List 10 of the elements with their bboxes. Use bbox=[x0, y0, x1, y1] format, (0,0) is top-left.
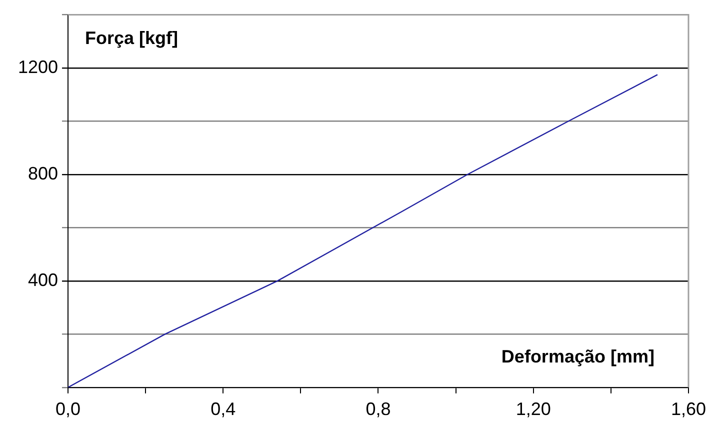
x-axis-title: Deformação [mm] bbox=[501, 346, 654, 366]
x-tick-label: 0,8 bbox=[366, 399, 391, 420]
x-tick-label: 1,60 bbox=[670, 399, 706, 420]
x-tick-label: 0,0 bbox=[55, 399, 81, 420]
x-tick-label: 0,4 bbox=[210, 399, 236, 420]
y-tick-label: 800 bbox=[28, 163, 58, 184]
y-tick-label: 400 bbox=[28, 270, 58, 290]
y-axis-title: Força [kgf] bbox=[85, 28, 178, 48]
y-tick-label: 1200 bbox=[18, 56, 58, 77]
x-tick-label: 1,20 bbox=[516, 399, 551, 420]
